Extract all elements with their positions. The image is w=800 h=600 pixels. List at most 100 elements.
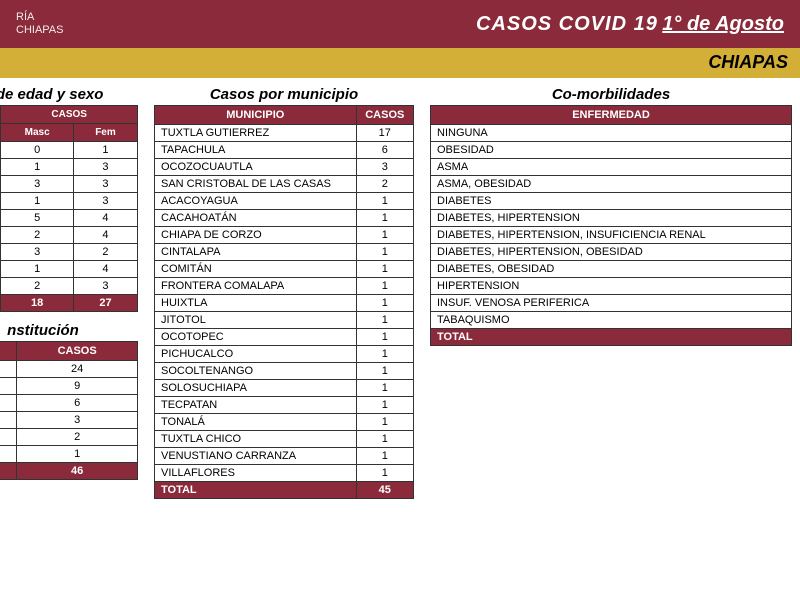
muni-total-label: TOTAL: [155, 482, 357, 499]
muni-name-cell: ACACOYAGUA: [155, 193, 357, 210]
municipio-title: Casos por municipio: [154, 86, 414, 105]
table-row: ASMA: [431, 159, 792, 176]
muni-cases-cell: 1: [356, 363, 413, 380]
table-row: DIABETES, HIPERTENSION, INSUFICIENCIA RE…: [431, 227, 792, 244]
table-row: TUXTLA GUTIERREZ17: [155, 125, 414, 142]
inst-name-cell: [0, 446, 17, 463]
table-row: DIABETES, OBESIDAD: [431, 261, 792, 278]
table-row: JITOTOL1: [155, 312, 414, 329]
inst-cases-cell: 6: [17, 395, 138, 412]
masc-cell: 5: [1, 210, 74, 227]
comorbilidades-section: Co-morbilidades ENFERMEDAD NINGUNAOBESID…: [430, 86, 792, 346]
col-casos-group: CASOS: [1, 106, 138, 124]
table-row: FRONTERA COMALAPA1: [155, 278, 414, 295]
fem-cell: 4: [73, 210, 137, 227]
col-inst-casos: CASOS: [17, 342, 138, 361]
muni-name-cell: VENUSTIANO CARRANZA: [155, 448, 357, 465]
inst-cases-cell: 1: [17, 446, 138, 463]
col-on: ON: [0, 342, 17, 361]
table-row: NINGUNA: [431, 125, 792, 142]
muni-cases-cell: 1: [356, 244, 413, 261]
enf-total-label: TOTAL: [431, 329, 792, 346]
masc-cell: 2: [1, 278, 74, 295]
enf-name-cell: ASMA: [431, 159, 792, 176]
inst-name-cell: [0, 412, 17, 429]
fem-cell: 3: [73, 159, 137, 176]
masc-cell: 2: [1, 227, 74, 244]
muni-cases-cell: 1: [356, 380, 413, 397]
muni-name-cell: SOLOSUCHIAPA: [155, 380, 357, 397]
muni-cases-cell: 1: [356, 448, 413, 465]
muni-cases-cell: 6: [356, 142, 413, 159]
muni-cases-cell: 1: [356, 329, 413, 346]
municipio-section: Casos por municipio MUNICIPIO CASOS TUXT…: [154, 86, 414, 499]
muni-cases-cell: 2: [356, 176, 413, 193]
inst-cases-cell: 2: [17, 429, 138, 446]
table-row: SOLOSUCHIAPA1: [155, 380, 414, 397]
fem-cell: 3: [73, 193, 137, 210]
table-row: INSUF. VENOSA PERIFERICA: [431, 295, 792, 312]
comorbilidades-table: ENFERMEDAD NINGUNAOBESIDADASMAASMA, OBES…: [430, 105, 792, 346]
fem-cell: 4: [73, 227, 137, 244]
muni-name-cell: CHIAPA DE CORZO: [155, 227, 357, 244]
muni-cases-cell: 1: [356, 227, 413, 244]
inst-cases-cell: 3: [17, 412, 138, 429]
muni-cases-cell: 1: [356, 397, 413, 414]
table-row: 33: [0, 176, 138, 193]
region-label: CHIAPAS: [708, 52, 788, 72]
fem-cell: 1: [73, 142, 137, 159]
right-column: Co-morbilidades ENFERMEDAD NINGUNAOBESID…: [430, 86, 792, 592]
fem-cell: 2: [73, 244, 137, 261]
municipio-table: MUNICIPIO CASOS TUXTLA GUTIERREZ17TAPACH…: [154, 105, 414, 499]
muni-name-cell: OCOZOCUAUTLA: [155, 159, 357, 176]
table-row: DIABETES, HIPERTENSION: [431, 210, 792, 227]
fem-cell: 3: [73, 278, 137, 295]
inst-total-blank: [0, 463, 17, 480]
masc-cell: 3: [1, 176, 74, 193]
inst-name-cell: [0, 378, 17, 395]
muni-cases-cell: 1: [356, 414, 413, 431]
table-row: TAPACHULA6: [155, 142, 414, 159]
table-row: 13: [0, 193, 138, 210]
muni-cases-cell: 17: [356, 125, 413, 142]
table-row: 13: [0, 159, 138, 176]
left-column: o de edad y sexo AD CASOS Masc Fem 01133…: [0, 86, 138, 592]
muni-name-cell: TUXTLA GUTIERREZ: [155, 125, 357, 142]
enf-name-cell: TABAQUISMO: [431, 312, 792, 329]
muni-name-cell: CACAHOATÁN: [155, 210, 357, 227]
col-enfermedad: ENFERMEDAD: [431, 106, 792, 125]
muni-cases-cell: 1: [356, 278, 413, 295]
table-row: 6: [0, 395, 138, 412]
table-row: SOCOLTENANGO1: [155, 363, 414, 380]
header-center: CASOS COVID 19 1° de Agosto: [476, 13, 784, 36]
muni-cases-cell: 1: [356, 295, 413, 312]
col-fem: Fem: [73, 124, 137, 142]
table-row: VILLAFLORES1: [155, 465, 414, 482]
muni-name-cell: SOCOLTENANGO: [155, 363, 357, 380]
inst-total: 46: [17, 463, 138, 480]
inst-cases-cell: 9: [17, 378, 138, 395]
table-row: 54: [0, 210, 138, 227]
table-row: TONALÁ1: [155, 414, 414, 431]
header-org: RÍA CHIAPAS: [16, 11, 63, 37]
muni-name-cell: OCOTOPEC: [155, 329, 357, 346]
table-row: DIABETES, HIPERTENSION, OBESIDAD: [431, 244, 792, 261]
header-title: CASOS COVID 19: [476, 13, 658, 35]
table-row: 3: [0, 412, 138, 429]
comorbilidades-title: Co-morbilidades: [430, 86, 792, 105]
enf-name-cell: NINGUNA: [431, 125, 792, 142]
muni-name-cell: HUIXTLA: [155, 295, 357, 312]
fem-cell: 4: [73, 261, 137, 278]
table-row: OCOZOCUAUTLA3: [155, 159, 414, 176]
muni-name-cell: TECPATAN: [155, 397, 357, 414]
table-row: HIPERTENSION: [431, 278, 792, 295]
muni-total: 45: [356, 482, 413, 499]
muni-name-cell: CINTALAPA: [155, 244, 357, 261]
masc-cell: 1: [1, 193, 74, 210]
institucion-table: ON CASOS 2496321 46: [0, 341, 138, 480]
enf-name-cell: OBESIDAD: [431, 142, 792, 159]
masc-cell: 1: [1, 159, 74, 176]
institucion-title: nstitución: [0, 322, 138, 341]
masc-cell: 3: [1, 244, 74, 261]
enf-name-cell: INSUF. VENOSA PERIFERICA: [431, 295, 792, 312]
